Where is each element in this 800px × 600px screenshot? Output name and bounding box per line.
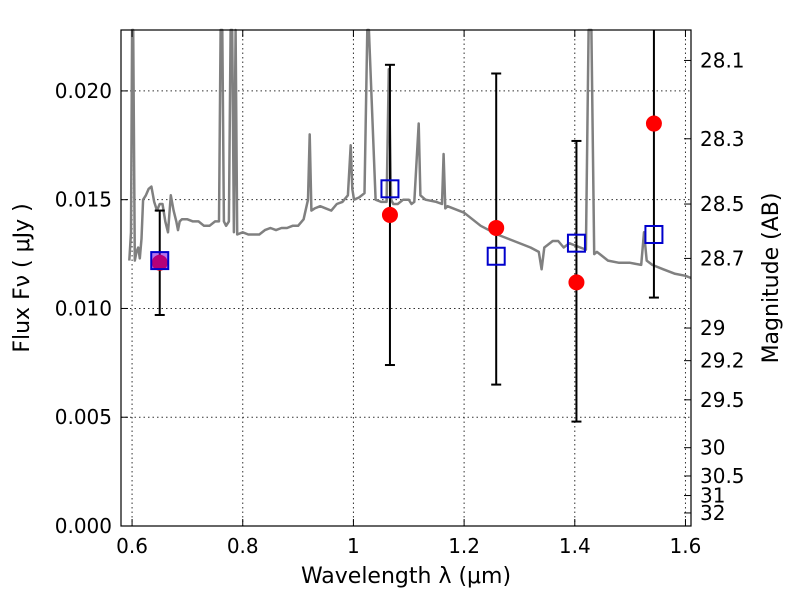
y-tick-label: 0.000: [55, 514, 112, 538]
y-right-tick-label: 29.5: [700, 388, 745, 412]
y-tick-label: 0.020: [55, 79, 112, 103]
model-point: [644, 224, 664, 244]
plot-frame: [120, 29, 692, 527]
y-right-tick-label: 28.1: [700, 48, 745, 72]
y-right-tick-label: 30: [700, 436, 725, 460]
x-axis-label: Wavelength λ (μm): [301, 564, 511, 589]
observed-point: [381, 206, 398, 223]
y-right-tick-label: 29: [700, 316, 725, 340]
y-right-tick-label: 29.2: [700, 349, 745, 373]
x-tick-label: 0.6: [116, 534, 148, 558]
photometry-markers: [150, 115, 664, 291]
grid: [121, 30, 691, 526]
axis-ticks: 0.6 0.8 1 1.2 1.4 1.6 0.000 0.005 0.010 0.015 0.02…: [55, 30, 745, 558]
y-axis-label: Flux Fν ( μJy ): [10, 203, 35, 352]
y-tick-label: 0.010: [55, 296, 112, 320]
model-point: [380, 179, 400, 199]
observed-point: [645, 115, 662, 132]
x-tick-label: 1: [347, 534, 360, 558]
y-right-tick-label: 28.5: [700, 192, 745, 216]
y-tick-label: 0.005: [55, 405, 112, 429]
y-right-tick-label: 28.7: [700, 246, 745, 270]
y-tick-label: 0.015: [55, 188, 112, 212]
y-right-tick-label: 31: [700, 484, 725, 508]
spectrum-series: [128, 28, 692, 280]
y-right-tick-label: 30.5: [700, 464, 745, 488]
x-tick-label: 1.6: [670, 534, 702, 558]
model-point: [150, 251, 170, 271]
model-point: [566, 233, 586, 253]
observed-point: [488, 219, 505, 236]
x-tick-label: 1.2: [448, 534, 480, 558]
y-right-axis-label: Magnitude (AB): [759, 193, 784, 364]
observed-point: [568, 274, 585, 291]
y-right-tick-label: 32: [700, 501, 725, 525]
x-tick-label: 1.4: [559, 534, 591, 558]
x-tick-label: 0.8: [227, 534, 259, 558]
model-point: [486, 246, 506, 266]
y-right-tick-label: 28.3: [700, 127, 745, 151]
spectrum-line: [128, 28, 692, 280]
